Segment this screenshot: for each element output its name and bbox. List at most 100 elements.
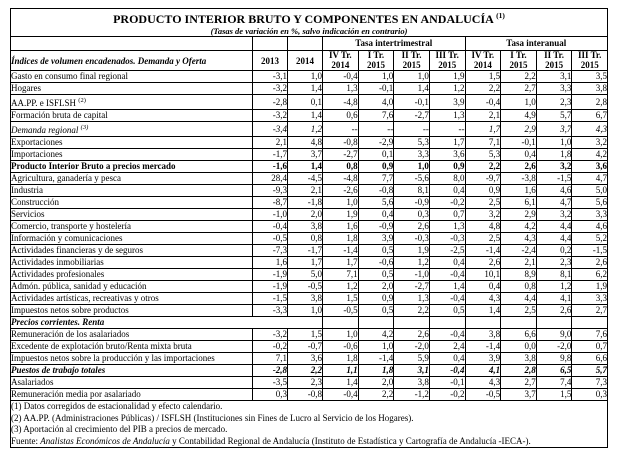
table-cell: 28,4 [252, 172, 288, 185]
table-cell: -0,4 [428, 328, 466, 341]
table-cell: -1,8 [287, 196, 323, 209]
table-cell: 5,0 [571, 184, 608, 197]
table-cell: 2,5 [500, 304, 537, 317]
table-cell: -8,7 [252, 196, 288, 209]
table-cell: 1,2 [287, 121, 323, 137]
table-row: Remuneración media por asalariado 0,3 -0,8… [10, 388, 608, 401]
table-cell: -3,5 [252, 376, 288, 389]
table-cell: -1,6 [252, 160, 288, 173]
table-cell: -3,1 [252, 70, 288, 83]
column-header-q2: I Tr. 2015 [357, 50, 395, 71]
table-cell: 3,7 [287, 148, 323, 161]
row-label: Impuestos netos sobre productos [10, 304, 253, 317]
table-cell: -3,3 [252, 304, 288, 317]
row-label: Actividades profesionales [10, 268, 253, 281]
table-cell: 8,1 [535, 268, 573, 281]
table-cell: 0,4 [428, 352, 466, 365]
table-cell: 3,1 [393, 364, 430, 377]
table-cell: -2,7 [322, 148, 359, 161]
row-label: Importaciones [10, 148, 253, 161]
table-cell: 3,1 [535, 70, 573, 83]
table-cell: -0,4 [252, 220, 288, 233]
table-cell: -0,1 [428, 376, 466, 389]
table-cell: 1,3 [393, 292, 430, 305]
table-cell: 2,7 [571, 304, 608, 317]
table-cell: 4,1 [464, 364, 502, 377]
table-cell: 1,6 [500, 184, 537, 197]
empty-header-cell [10, 36, 253, 51]
table-cell: -9,3 [252, 184, 288, 197]
table-row: Hogares -3,2 1,4 1,3 -0,1 1,4 1,2 2,2 2,7 3,3 3,8 [10, 82, 608, 95]
table-cell: 5,3 [393, 136, 430, 149]
empty-header-cell [252, 36, 288, 51]
row-label: Admón. pública, sanidad y educación [10, 280, 253, 293]
table-cell: -2,5 [428, 244, 466, 257]
table-cell: 0,5 [357, 244, 395, 257]
footnotes-block: (1) Datos corregidos de estacionalidad y… [10, 400, 608, 448]
table-cell: 2,6 [500, 160, 537, 173]
table-row: Impuestos netos sobre la producción y la… [10, 352, 608, 365]
table-row: Industria -9,3 2,1 -2,6 -0,8 8,1 0,4 0,9 1,6 4,6 5… [10, 184, 608, 197]
table-cell: 1,4 [322, 376, 359, 389]
table-cell: 1,8 [357, 364, 395, 377]
column-header-q7: II Tr. 2015 [535, 50, 573, 71]
table-cell: -2,0 [393, 340, 430, 353]
row-label: Formación bruta de capital [10, 109, 253, 122]
footnote-1: (1) Datos corregidos de estacionalidad y… [11, 401, 223, 411]
table-cell: 2,6 [464, 256, 502, 269]
table-cell: 1,4 [287, 109, 323, 122]
table-cell: -0,9 [393, 196, 430, 209]
title-footnote-marker: (1) [496, 11, 505, 20]
table-cell: 0,1 [287, 94, 323, 110]
table-cell: -0,2 [428, 196, 466, 209]
table-cell: 1,0 [322, 328, 359, 341]
row-label: Servicios [10, 208, 253, 221]
table-cell: 4,2 [500, 220, 537, 233]
table-cell: 3,2 [535, 208, 573, 221]
table-cell: 2,0 [357, 280, 395, 293]
table-cell: 10,1 [464, 268, 502, 281]
table-cell: 1,4 [287, 82, 323, 95]
table-cell: 7,1 [252, 352, 288, 365]
table-cell: 3,2 [535, 160, 573, 173]
row-label: Actividades artísticas, recreativas y ot… [10, 292, 253, 305]
table-cell: 5,2 [571, 232, 608, 245]
table-cell: 0,9 [357, 292, 395, 305]
table-cell: 1,8 [535, 148, 573, 161]
table-cell: -0,7 [287, 340, 323, 353]
table-cell: -0,5 [287, 280, 323, 293]
table-cell: 4,4 [500, 292, 537, 305]
table-cell-empty [500, 316, 537, 329]
table-cell: 2,2 [357, 388, 395, 401]
table-cell: 2,0 [287, 208, 323, 221]
table-cell: 0,3 [571, 388, 608, 401]
table-cell: 0,7 [428, 208, 466, 221]
table-cell: -0,1 [500, 136, 537, 149]
table-cell: -1,5 [571, 244, 608, 257]
table-cell: -0,3 [428, 232, 466, 245]
table-cell: -3,2 [252, 109, 288, 122]
table-row: Impuestos netos sobre productos -3,3 1,0 -0… [10, 304, 608, 317]
table-cell: 1,9 [322, 208, 359, 221]
table-row: Demanda regional (3) -3,4 1,2 -- -- -- -- 1,7 2,… [10, 121, 608, 137]
table-cell: 6,7 [571, 109, 608, 122]
row-label: Comercio, transporte y hostelería [10, 220, 253, 233]
table-cell: 0,5 [357, 304, 395, 317]
table-cell: -0,8 [322, 136, 359, 149]
table-row: Admón. pública, sanidad y educación -1,9-… [10, 280, 608, 293]
table-cell: 0,9 [428, 160, 466, 173]
table-cell: -- [357, 121, 395, 137]
table-cell: 1,1 [322, 364, 359, 377]
table-cell: 0,6 [322, 109, 359, 122]
table-cell: 8,1 [393, 184, 430, 197]
table-cell: -1,4 [322, 244, 359, 257]
table-cell: -0,5 [252, 232, 288, 245]
table-cell: 3,8 [500, 352, 537, 365]
group-header-interanual: Tasa interanual [464, 36, 608, 51]
table-cell: -3,8 [500, 172, 537, 185]
table-cell: 4,4 [535, 232, 573, 245]
table-cell: 1,0 [393, 70, 430, 83]
table-cell: 3,8 [393, 376, 430, 389]
table-cell: 1,5 [322, 292, 359, 305]
